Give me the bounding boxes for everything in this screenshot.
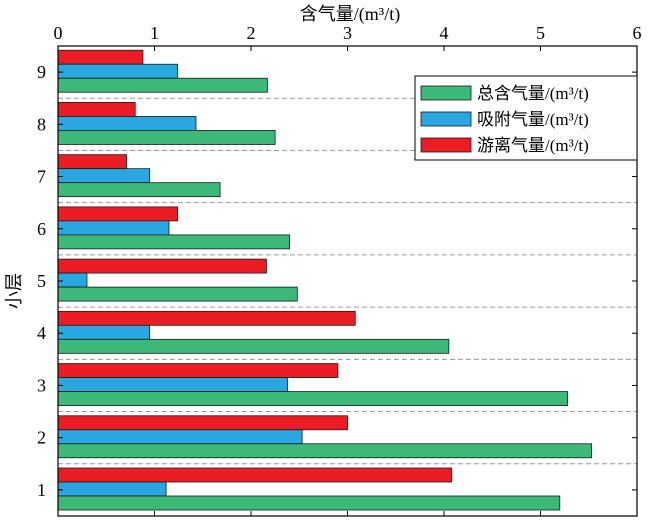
y-axis-title: 小层	[4, 273, 24, 309]
x-axis-title: 含气量/(m³/t)	[300, 4, 400, 25]
x-tick-label: 2	[247, 23, 256, 43]
x-axis-ticks: 0 1 2 3 4 5 6	[54, 23, 642, 516]
bar	[57, 154, 127, 170]
bar	[57, 116, 197, 131]
legend-label: 游离气量/(m³/t)	[477, 136, 589, 155]
x-tick-label: 4	[440, 23, 449, 43]
x-tick-label: 6	[633, 23, 642, 43]
grid-lines	[58, 97, 637, 465]
bar	[57, 495, 561, 511]
y-tick-label: 3	[37, 375, 46, 395]
bar	[57, 286, 298, 302]
y-tick-label: 4	[37, 323, 46, 343]
y-tick-label: 6	[37, 219, 46, 239]
legend-swatch	[420, 85, 472, 101]
bar	[57, 206, 179, 222]
bar	[57, 310, 356, 326]
bar	[57, 272, 88, 288]
y-tick-label: 9	[37, 62, 46, 82]
bar	[57, 324, 151, 340]
y-tick-label: 7	[37, 167, 46, 187]
x-tick-label: 5	[536, 23, 545, 43]
legend-swatch	[420, 137, 472, 153]
bars	[57, 49, 593, 511]
legend-label: 吸附气量/(m³/t)	[477, 110, 589, 129]
bar	[57, 338, 450, 354]
x-tick-label: 1	[150, 23, 159, 43]
bar	[57, 168, 151, 184]
bar	[57, 481, 167, 497]
bar	[57, 182, 221, 198]
bar	[57, 377, 289, 392]
y-tick-label: 8	[37, 114, 46, 134]
legend: 总含气量/(m³/t) 吸附气量/(m³/t) 游离气量/(m³/t)	[414, 75, 638, 161]
bar	[57, 467, 453, 483]
bar	[57, 429, 303, 445]
legend-label: 总含气量/(m³/t)	[477, 84, 589, 103]
bar	[57, 363, 339, 378]
bar	[57, 220, 170, 236]
bar	[57, 49, 144, 65]
legend-swatch	[420, 111, 472, 127]
bar	[57, 102, 136, 117]
y-axis-ticks: 1 2 3 4 5 6 7 8 9	[37, 62, 637, 500]
bar	[57, 63, 179, 79]
y-tick-label: 1	[37, 480, 46, 500]
bar	[57, 258, 267, 274]
x-tick-label: 0	[54, 23, 63, 43]
bar	[57, 415, 348, 431]
y-tick-label: 2	[37, 428, 46, 448]
bar	[57, 391, 568, 406]
bar	[57, 234, 291, 250]
x-tick-label: 3	[343, 23, 352, 43]
bar	[57, 443, 593, 459]
bar	[57, 77, 268, 93]
y-tick-label: 5	[37, 271, 46, 291]
bar	[57, 130, 276, 145]
